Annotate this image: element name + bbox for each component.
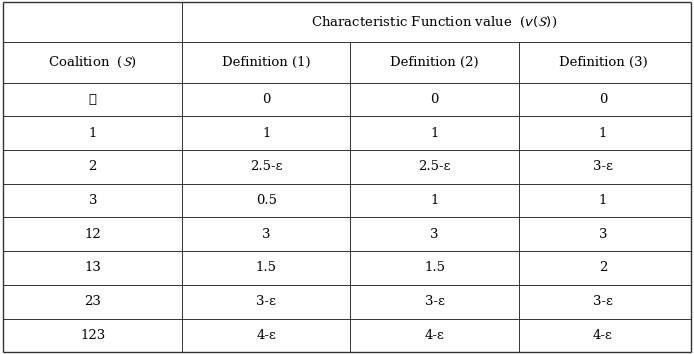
- Text: Characteristic Function value  ($v(\mathcal{S})$): Characteristic Function value ($v(\mathc…: [312, 15, 558, 29]
- Text: Coalition  ($\mathcal{S}$): Coalition ($\mathcal{S}$): [49, 55, 137, 70]
- Text: 2.5-ε: 2.5-ε: [250, 160, 282, 173]
- Text: 1: 1: [599, 127, 607, 139]
- Text: 0: 0: [262, 93, 271, 106]
- Text: 23: 23: [85, 295, 101, 308]
- Text: 2: 2: [89, 160, 97, 173]
- Text: 2: 2: [599, 262, 607, 274]
- Text: 3-ε: 3-ε: [256, 295, 276, 308]
- Text: Definition (3): Definition (3): [559, 56, 648, 69]
- Text: 0.5: 0.5: [256, 194, 277, 207]
- Text: ∅: ∅: [89, 93, 96, 106]
- Text: 0: 0: [430, 93, 439, 106]
- Text: 1: 1: [599, 194, 607, 207]
- Text: 1.5: 1.5: [256, 262, 277, 274]
- Text: 2.5-ε: 2.5-ε: [418, 160, 451, 173]
- Text: 13: 13: [85, 262, 101, 274]
- Text: 4-ε: 4-ε: [425, 329, 445, 342]
- Text: 1: 1: [430, 127, 439, 139]
- Text: 1: 1: [262, 127, 271, 139]
- Text: 3: 3: [89, 194, 97, 207]
- Text: Definition (2): Definition (2): [390, 56, 479, 69]
- Text: 3: 3: [599, 228, 607, 241]
- Text: 4-ε: 4-ε: [256, 329, 276, 342]
- Text: 1: 1: [89, 127, 97, 139]
- Text: Definition (1): Definition (1): [222, 56, 311, 69]
- Text: 0: 0: [599, 93, 607, 106]
- Text: 3-ε: 3-ε: [593, 160, 613, 173]
- Text: 4-ε: 4-ε: [593, 329, 613, 342]
- Text: 123: 123: [81, 329, 105, 342]
- Text: 1: 1: [430, 194, 439, 207]
- Text: 3: 3: [430, 228, 439, 241]
- Text: 12: 12: [85, 228, 101, 241]
- Text: 3-ε: 3-ε: [425, 295, 445, 308]
- Text: 1.5: 1.5: [424, 262, 445, 274]
- Text: 3: 3: [262, 228, 271, 241]
- Text: 3-ε: 3-ε: [593, 295, 613, 308]
